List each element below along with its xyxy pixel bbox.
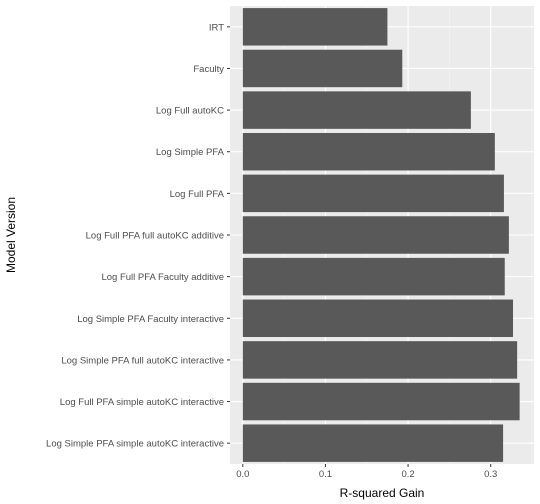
y-axis: IRT Faculty Log Full autoKC Log Simple PFA L… xyxy=(46,22,230,450)
y-tick-label: Log Full PFA simple autoKC interactive xyxy=(60,397,224,408)
x-tick-label: 0.1 xyxy=(319,469,332,480)
y-tick-label: IRT xyxy=(209,22,224,33)
x-axis-title: R-squared Gain xyxy=(340,486,425,500)
y-tick-label: Log Full autoKC xyxy=(156,106,224,117)
bar xyxy=(242,49,403,88)
y-tick-label: Log Simple PFA Faculty interactive xyxy=(77,314,224,325)
bar xyxy=(242,216,509,254)
y-axis-title: Model Version xyxy=(4,197,18,273)
bar xyxy=(242,341,518,379)
y-tick-label: Log Simple PFA xyxy=(156,147,225,158)
bar xyxy=(242,257,505,296)
bars xyxy=(242,8,520,462)
x-tick-label: 0.0 xyxy=(236,469,249,480)
y-tick-label: Log Full PFA full autoKC additive xyxy=(86,231,224,242)
bar xyxy=(242,8,388,46)
bar xyxy=(242,382,520,421)
bar xyxy=(242,91,471,129)
y-tick-label: Log Simple PFA simple autoKC interactive xyxy=(46,439,224,450)
x-tick-label: 0.2 xyxy=(401,469,414,480)
y-tick-label: Log Full PFA xyxy=(170,189,225,200)
y-tick-label: Log Full PFA Faculty additive xyxy=(101,272,224,283)
x-tick-label: 0.3 xyxy=(484,469,497,480)
bar xyxy=(242,132,495,171)
y-tick-label: Log Simple PFA full autoKC interactive xyxy=(61,355,224,366)
bar xyxy=(242,174,504,213)
bar xyxy=(242,424,504,462)
bar xyxy=(242,299,514,338)
y-tick-label: Faculty xyxy=(193,64,224,75)
x-axis: 0.0 0.1 0.2 0.3 xyxy=(236,464,497,480)
